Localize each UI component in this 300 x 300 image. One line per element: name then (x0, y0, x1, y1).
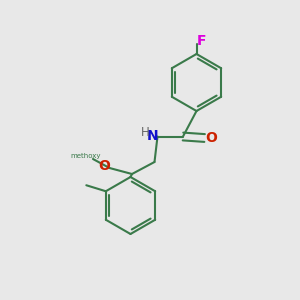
Text: O: O (98, 160, 110, 173)
Text: F: F (197, 34, 207, 48)
Text: H: H (140, 126, 149, 140)
Text: methoxy: methoxy (70, 153, 101, 159)
Text: N: N (147, 129, 158, 143)
Text: O: O (205, 131, 217, 145)
